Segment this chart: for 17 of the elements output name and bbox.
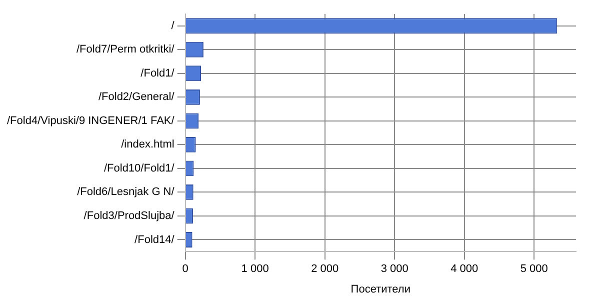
y-tick-label: /Fold6/Lesnjak G N/ (77, 186, 176, 198)
y-tick-label: /Fold10/Fold1/ (104, 162, 176, 174)
y-tick-label: /Fold4/Vipuski/9 INGENER/1 FAK/ (6, 114, 176, 127)
x-tick-label: 4 000 (450, 263, 478, 276)
y-tick-label: /index.html (121, 138, 174, 151)
x-tick-label: 1 000 (241, 263, 269, 276)
y-tick-label: /Fold1/ (140, 67, 176, 80)
x-tick-label: 5 000 (520, 263, 548, 276)
y-tick-label: /Fold14/ (134, 234, 176, 246)
y-tick-label: /Fold3/ProdSlujba/ (84, 210, 176, 222)
x-tick-label: 2 000 (311, 263, 339, 276)
x-tick-label: 3 000 (380, 263, 408, 276)
x-tick-label: 0 (182, 263, 188, 276)
y-tick-label: /Fold7/Perm otkritki/ (76, 44, 176, 56)
x-axis-title: Посетители (350, 283, 411, 296)
y-tick-label: /Fold2/General/ (98, 91, 176, 104)
y-tick-label: / (171, 20, 176, 32)
